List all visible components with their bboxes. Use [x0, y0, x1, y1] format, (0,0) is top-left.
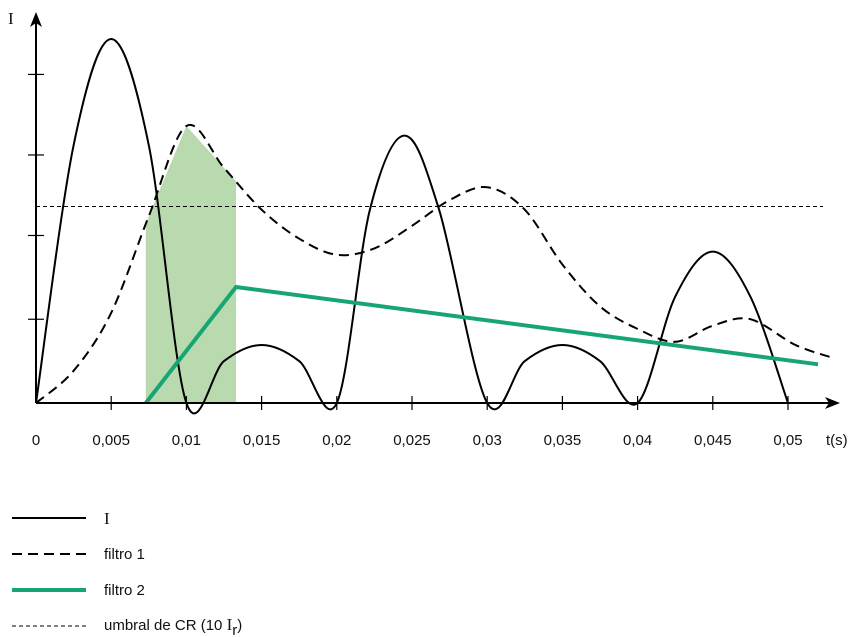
series-filtro-2 [144, 284, 819, 405]
series-layer [35, 37, 834, 415]
y-axis-arrow [30, 12, 42, 27]
legend-umbral-close: ) [237, 617, 242, 634]
x-tick-label-3: 0,015 [243, 432, 281, 449]
legend-label-umbral: umbral de CR (10 Ir) [104, 615, 242, 637]
shaded-region [145, 126, 237, 403]
x-tick-labels: 0 0,005 0,01 0,015 0,02 0,025 0,03 0,035 0,04 0,0… [32, 432, 803, 449]
x-tick-label-7: 0,035 [544, 432, 582, 449]
x-tick-label-8: 0,04 [623, 432, 652, 449]
series-filtro-1 [35, 123, 834, 404]
x-axis-arrow [825, 397, 840, 409]
x-tick-label-4: 0,02 [322, 432, 351, 449]
legend: I filtro 1 filtro 2 umbral de CR (10 Ir) [12, 509, 242, 637]
shaded-region-layer [145, 126, 237, 403]
x-tick-label-6: 0,03 [473, 432, 502, 449]
axes [28, 12, 840, 410]
x-tick-label-5: 0,025 [393, 432, 431, 449]
legend-label-i: I [104, 509, 110, 528]
legend-umbral-text: umbral de CR (10 [104, 617, 227, 634]
series-i [35, 37, 789, 415]
x-tick-label-1: 0,005 [92, 432, 130, 449]
x-tick-label-0: 0 [32, 432, 40, 449]
x-tick-label-9: 0,045 [694, 432, 732, 449]
legend-label-filtro-1: filtro 1 [104, 546, 145, 563]
legend-umbral-symbol: I [227, 615, 233, 634]
x-axis-label: t(s) [826, 432, 848, 449]
y-axis-label: I [8, 9, 14, 28]
legend-umbral-subscript: r [232, 622, 237, 637]
x-tick-label-2: 0,01 [172, 432, 201, 449]
legend-label-filtro-2: filtro 2 [104, 582, 145, 599]
x-tick-label-10: 0,05 [773, 432, 802, 449]
